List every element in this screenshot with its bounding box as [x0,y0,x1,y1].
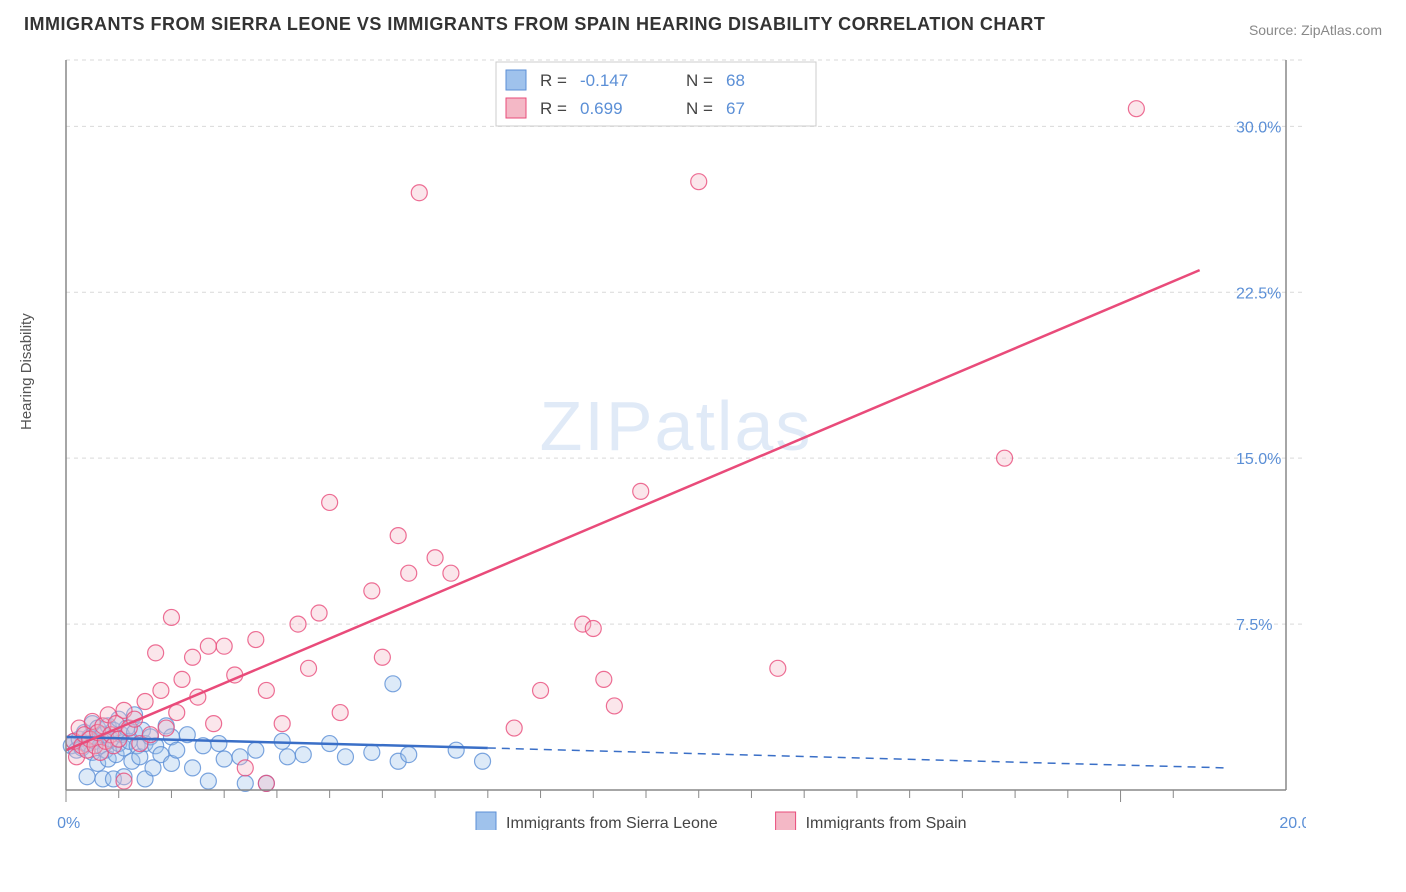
data-point [295,747,311,763]
legend-swatch [776,812,796,830]
data-point [390,528,406,544]
data-point [633,483,649,499]
y-tick-label: 22.5% [1236,285,1281,302]
data-point [385,676,401,692]
data-point [364,744,380,760]
data-point [248,742,264,758]
y-tick-label: 30.0% [1236,119,1281,136]
x-tick-label: 20.0% [1279,815,1306,830]
data-point [148,645,164,661]
data-point [290,616,306,632]
y-tick-label: 15.0% [1236,451,1281,468]
data-point [200,773,216,789]
data-point [448,742,464,758]
svg-text:-0.147: -0.147 [580,71,628,90]
data-point [364,583,380,599]
watermark: ZIPatlas [540,387,813,465]
data-point [332,705,348,721]
data-point [211,736,227,752]
data-point [279,749,295,765]
y-axis-label: Hearing Disability [18,313,35,430]
x-tick-label: 0.0% [56,815,80,830]
data-point [248,632,264,648]
data-point [411,185,427,201]
legend-swatch [506,70,526,90]
trend-line [66,270,1200,750]
data-point [237,775,253,791]
data-point [237,760,253,776]
legend-swatch [476,812,496,830]
data-point [274,716,290,732]
data-point [374,649,390,665]
svg-text:67: 67 [726,99,745,118]
svg-text:N =: N = [686,71,713,90]
data-point [158,720,174,736]
data-point [169,742,185,758]
data-point [596,671,612,687]
y-tick-label: 7.5% [1236,617,1272,634]
source-attribution: Source: ZipAtlas.com [1249,22,1382,38]
svg-text:N =: N = [686,99,713,118]
data-point [185,760,201,776]
data-point [216,638,232,654]
scatter-chart: 7.5% 15.0% 22.5% 30.0% ZIPatlas 0.0% 20.0% R =-… [56,50,1306,830]
data-point [475,753,491,769]
data-point [997,450,1013,466]
data-point [401,747,417,763]
svg-text:0.699: 0.699 [580,99,623,118]
svg-text:68: 68 [726,71,745,90]
data-point [401,565,417,581]
svg-text:R =: R = [540,71,567,90]
data-point [301,660,317,676]
trend-line-extrapolation [488,748,1226,768]
data-point [322,494,338,510]
data-point [153,682,169,698]
data-point [533,682,549,698]
data-point [174,671,190,687]
data-point [185,649,201,665]
data-point [691,174,707,190]
data-point [258,682,274,698]
svg-text:R =: R = [540,99,567,118]
data-point [116,773,132,789]
data-point [770,660,786,676]
data-point [311,605,327,621]
data-point [258,775,274,791]
data-point [163,609,179,625]
data-point [443,565,459,581]
legend-label: Immigrants from Sierra Leone [506,815,718,830]
legend-label: Immigrants from Spain [806,815,967,830]
chart-title: IMMIGRANTS FROM SIERRA LEONE VS IMMIGRAN… [24,14,1045,35]
data-point [137,694,153,710]
data-point [1128,101,1144,117]
data-point [585,621,601,637]
data-point [427,550,443,566]
data-point [337,749,353,765]
data-point [606,698,622,714]
data-point [206,716,222,732]
data-point [216,751,232,767]
data-point [200,638,216,654]
data-point [79,769,95,785]
data-point [506,720,522,736]
chart-area: 7.5% 15.0% 22.5% 30.0% ZIPatlas 0.0% 20.0% R =-… [56,50,1306,830]
legend-swatch [506,98,526,118]
